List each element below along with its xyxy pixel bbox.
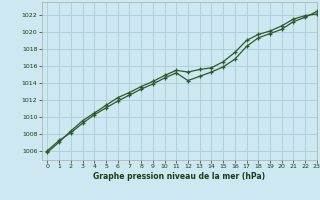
X-axis label: Graphe pression niveau de la mer (hPa): Graphe pression niveau de la mer (hPa)	[93, 172, 265, 181]
